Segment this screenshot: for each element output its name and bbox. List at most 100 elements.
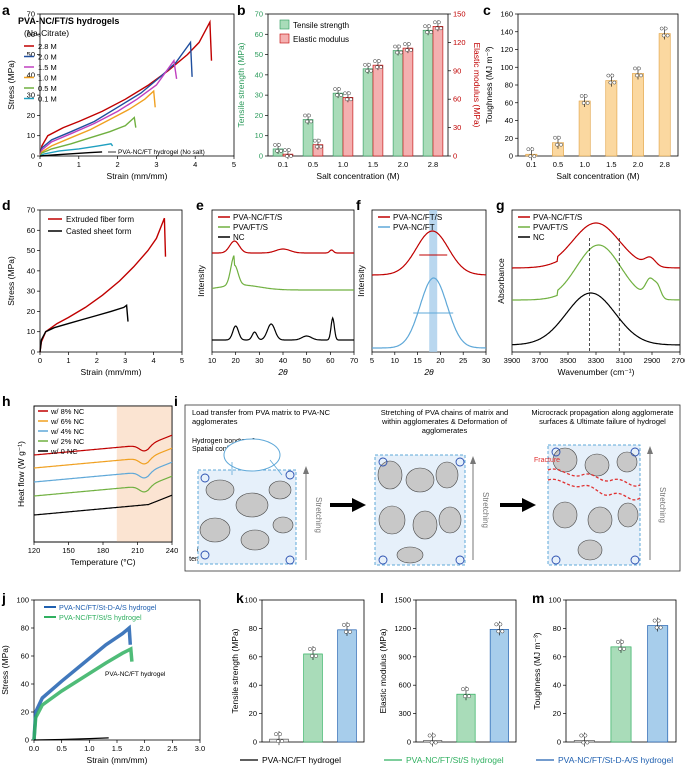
y2-tick-label: 30 [453,123,461,132]
bar-tensile [422,29,434,157]
data-point [278,732,282,737]
y-axis-label: Absorbance [496,258,506,304]
y-tick-label: 20 [553,709,561,718]
x-tick-label: 3.0 [195,744,205,753]
panel-f-frame [371,209,487,353]
y-tick-label: 0 [31,348,35,357]
stage2-title: Stretching of PVA chains of matrix and w… [380,408,509,435]
data-point [363,62,367,67]
y-tick-label: 70 [27,10,35,19]
data-point [346,622,350,627]
y-tick-label: 160 [500,10,513,19]
legend-g-label: NC [533,233,545,242]
y-tick-label: 60 [553,652,561,661]
data-point [553,135,557,140]
panel-e-axes: 10 20 30 40 50 60 70 2θ Intensity [196,209,358,377]
x-axis-label: 2θ [277,367,288,377]
data-point [530,147,535,152]
series-line-0-1-M [39,143,114,157]
y2-tick-label: 120 [453,38,466,47]
data-point [305,119,309,124]
legend-e-label: PVA-NC/FT/S [233,213,282,222]
y-tick-label: 1200 [394,624,411,633]
data-point [319,144,323,149]
fracture-path-2 [547,478,641,501]
y-tick-label: 60 [27,30,35,39]
pva-coil [630,555,640,565]
spectrum-e-2 [211,255,354,291]
legend-l-label: PVA-NC/FT/St/S hydrogel [406,755,504,765]
bar-tensile [302,119,314,157]
legend-h-label: w/ 4% NC [50,427,85,436]
data-point [276,739,280,744]
bar-tensile [392,50,404,157]
y-axis-label: Stress (MPa) [6,256,16,306]
y-axis-label: Tensile strength (MPa) [230,628,240,713]
panel-letter-k: k [236,590,244,606]
data-point [339,93,343,97]
x-tick-label: 2.8 [428,160,438,169]
y-tick-label: 20 [21,708,29,717]
x-tick-label: 240 [166,546,179,555]
agglomerate [396,546,424,564]
data-point [612,80,617,85]
data-point [633,66,637,71]
data-point [344,629,348,634]
panel-g-axes: 3900 3700 3500 3300 3100 2900 2700 Wavenumber (… [496,209,685,377]
series-line-1-5-M [39,58,178,157]
bar-m-1 [610,646,632,743]
y-tick-label: 120 [500,45,513,54]
data-point [335,93,339,97]
x-tick-label: 2.5 [167,744,177,753]
bar-tensile [332,92,344,157]
dsc-curve-3 [33,475,173,497]
panel-b-axes: 0 10 20 30 40 50 60 70 Salt concentration (M) Ten… [236,10,449,181]
x-tick-label: 5 [232,160,236,169]
process-arrow-2-head [522,498,536,512]
legend-b-label: Elastic modulus [293,35,349,44]
x-axis-label: Salt concentration (M) [556,171,639,181]
x-tick-label: 2.0 [633,160,643,169]
y-tick-label: 0 [25,736,29,745]
data-point [618,646,622,651]
data-point [581,740,586,745]
series-line-2-0-M [39,40,193,157]
panel-a-frame [39,13,235,157]
agglomerate [617,502,639,528]
y-tick-label: 40 [553,681,561,690]
stretch-arrow-3-head [647,446,653,454]
y-tick-label: 80 [553,624,561,633]
data-point [348,629,352,634]
stretch-arrow-1-head [303,466,309,474]
fracture-label: Fracture [534,457,560,464]
data-point [310,654,314,658]
agglomerate [268,480,292,500]
data-point [608,80,613,85]
y-tick-label: 100 [548,596,561,605]
data-point [427,24,431,29]
bar-l-2 [489,628,509,743]
data-point [429,740,434,745]
data-point [308,647,312,651]
data-point [379,65,383,69]
data-point [463,694,467,699]
data-point [425,30,429,35]
data-point [303,113,307,118]
x-tick-label: 50 [302,356,310,365]
panel-d-frame [39,209,183,353]
dsc-curve-4 [33,494,173,516]
data-point [314,654,318,658]
x-tick-label: 1.0 [579,160,589,169]
bar-m-2 [647,625,669,743]
y-axis-label: Stress (MPa) [0,645,10,695]
fracture-path [547,468,641,487]
x-tick-label: 3300 [588,356,605,365]
y-tick-label: 40 [27,266,35,275]
spectrum-e-1 [212,240,354,254]
data-point [409,48,413,52]
panel-letter-e: e [196,197,204,213]
legend-b-label: Tensile strength [293,21,349,30]
x-tick-label: 120 [28,546,41,555]
y-tick-label: 100 [16,596,29,605]
